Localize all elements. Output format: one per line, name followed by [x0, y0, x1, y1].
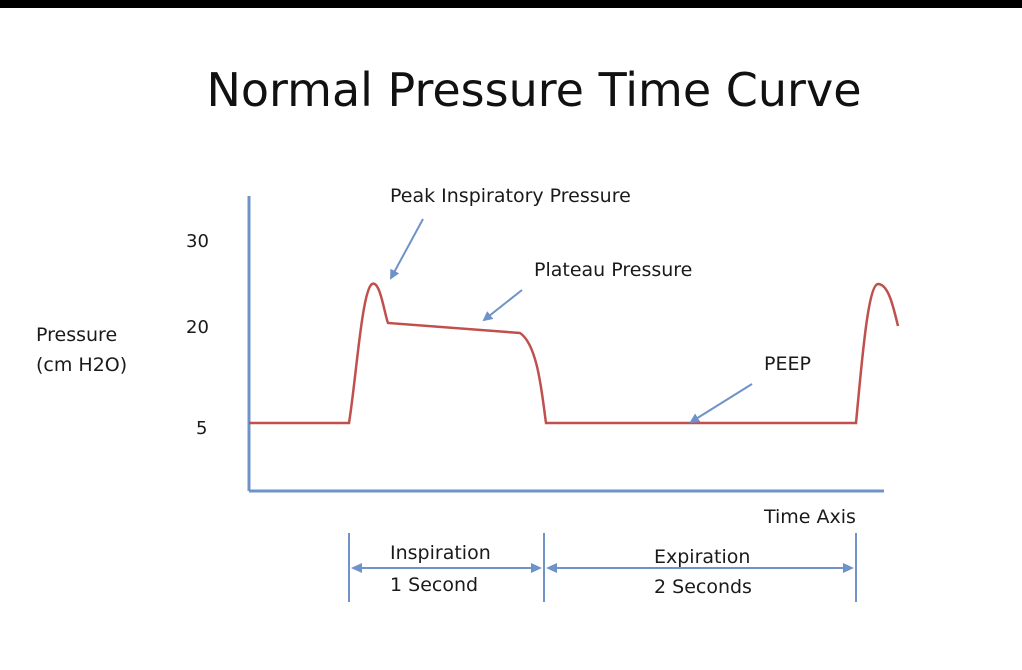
- expiration-arrow-right-icon: [843, 563, 854, 573]
- expiration-label: Expiration: [654, 546, 750, 568]
- peak-pressure-arrow: [390, 218, 424, 280]
- inspiration-duration: 1 Second: [390, 574, 478, 596]
- peak-pressure-label: Peak Inspiratory Pressure: [390, 185, 631, 207]
- peep-arrow: [689, 383, 753, 424]
- expiration-duration: 2 Seconds: [654, 576, 752, 598]
- diagram-title: Normal Pressure Time Curve: [206, 63, 861, 117]
- y-axis-label-line1: Pressure: [36, 324, 117, 346]
- inspiration-label: Inspiration: [390, 542, 491, 564]
- y-axis-label-line2: (cm H2O): [36, 354, 127, 376]
- plateau-pressure-label: Plateau Pressure: [534, 259, 692, 281]
- y-tick-5: 5: [196, 418, 207, 439]
- top-bar: [0, 0, 1022, 8]
- inspiration-arrow-right-icon: [531, 563, 542, 573]
- pressure-curve: [249, 282, 900, 425]
- x-axis-label: Time Axis: [763, 506, 856, 528]
- inspiration-arrow-left-icon: [351, 563, 362, 573]
- y-tick-30: 30: [186, 231, 209, 252]
- expiration-arrow-left-icon: [546, 563, 557, 573]
- plateau-pressure-arrow: [482, 289, 523, 322]
- peep-label: PEEP: [764, 353, 811, 375]
- y-tick-20: 20: [186, 317, 209, 338]
